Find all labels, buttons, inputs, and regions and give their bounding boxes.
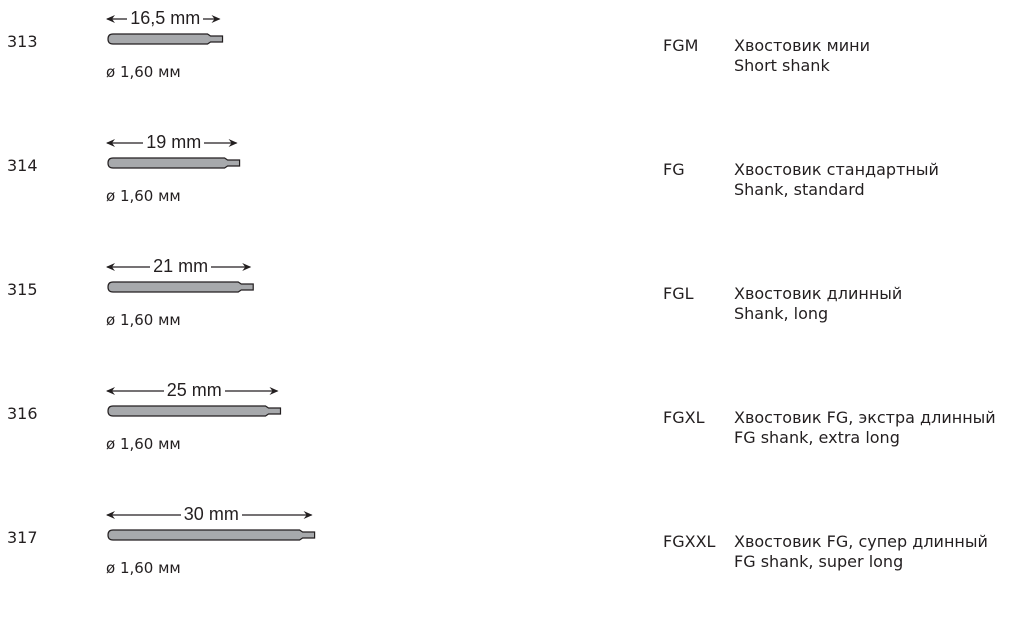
length-label: 21 mm xyxy=(150,256,212,276)
shank-drawing xyxy=(107,31,224,45)
arrow-left-icon xyxy=(106,263,115,271)
description-en: Shank, standard xyxy=(734,180,865,199)
length-dimension: 16,5 mm xyxy=(105,8,226,30)
shank-description: Хвостовик мини Short shank xyxy=(734,36,870,76)
diameter-label: ø 1,60 мм xyxy=(106,187,181,205)
diameter-label: ø 1,60 мм xyxy=(106,435,181,453)
description-en: FG shank, extra long xyxy=(734,428,900,447)
shank-description: Хвостовик FG, супер длинный FG shank, sup… xyxy=(734,532,988,572)
shank-outline xyxy=(107,33,224,45)
shank-description: Хвостовик FG, экстра длинный FG shank, ex… xyxy=(734,408,996,448)
shank-drawing xyxy=(107,527,316,541)
description-ru: Хвостовик FG, экстра длинный xyxy=(734,408,996,427)
length-dimension: 19 mm xyxy=(105,132,243,154)
item-code: 315 xyxy=(7,280,38,299)
shank-icon xyxy=(107,33,224,45)
item-code: 314 xyxy=(7,156,38,175)
arrow-left-icon xyxy=(106,15,115,23)
length-dimension: 25 mm xyxy=(105,380,284,402)
description-ru: Хвостовик мини xyxy=(734,36,870,55)
shank-type: FG xyxy=(663,160,685,179)
item-code: 316 xyxy=(7,404,38,423)
arrow-right-icon xyxy=(211,15,221,23)
description-en: FG shank, super long xyxy=(734,552,904,571)
length-label: 16,5 mm xyxy=(127,8,204,28)
shank-outline xyxy=(107,281,254,293)
shank-icon xyxy=(107,281,254,293)
length-dimension: 21 mm xyxy=(105,256,256,278)
item-code: 313 xyxy=(7,32,38,51)
description-ru: Хвостовик FG, супер длинный xyxy=(734,532,988,551)
length-label: 25 mm xyxy=(163,380,225,400)
shank-description: Хвостовик длинный Shank, long xyxy=(734,284,902,324)
shank-row: 313 16,5 mm ø 1,60 мм FGM Хвостовик мини Shor… xyxy=(0,0,1019,124)
arrow-left-icon xyxy=(106,511,115,519)
arrow-right-icon xyxy=(228,139,238,147)
arrow-left-icon xyxy=(106,387,115,395)
arrow-right-icon xyxy=(269,387,279,395)
shank-type: FGL xyxy=(663,284,694,303)
shank-drawing xyxy=(107,403,282,417)
shank-type: FGM xyxy=(663,36,699,55)
description-en: Short shank xyxy=(734,56,830,75)
shank-row: 315 21 mm ø 1,60 мм FGL Хвостовик длинный Sha… xyxy=(0,248,1019,372)
shank-outline xyxy=(107,157,241,169)
shank-drawing xyxy=(107,279,254,293)
shank-row: 317 30 mm ø 1,60 мм FGXXL Хвостовик FG, супе… xyxy=(0,496,1019,620)
description-ru: Хвостовик длинный xyxy=(734,284,903,303)
shank-icon xyxy=(107,529,316,541)
diameter-label: ø 1,60 мм xyxy=(106,63,181,81)
shank-icon xyxy=(107,405,282,417)
length-label: 19 mm xyxy=(143,132,205,152)
shank-row: 314 19 mm ø 1,60 мм FG Хвостовик стандартный… xyxy=(0,124,1019,248)
description-ru: Хвостовик стандартный xyxy=(734,160,939,179)
length-label: 30 mm xyxy=(180,504,242,524)
arrow-left-icon xyxy=(106,139,115,147)
arrow-right-icon xyxy=(303,511,313,519)
shank-description: Хвостовик стандартный Shank, standard xyxy=(734,160,939,200)
shank-type: FGXL xyxy=(663,408,705,427)
length-dimension: 30 mm xyxy=(105,504,318,526)
shank-outline xyxy=(107,405,282,417)
shank-outline xyxy=(107,529,316,541)
shank-icon xyxy=(107,157,241,169)
arrow-right-icon xyxy=(242,263,252,271)
diameter-label: ø 1,60 мм xyxy=(106,559,181,577)
item-code: 317 xyxy=(7,528,38,547)
diameter-label: ø 1,60 мм xyxy=(106,311,181,329)
shank-type: FGXXL xyxy=(663,532,716,551)
shank-drawing xyxy=(107,155,241,169)
description-en: Shank, long xyxy=(734,304,829,323)
shank-row: 316 25 mm ø 1,60 мм FGXL Хвостовик FG, экстр… xyxy=(0,372,1019,496)
